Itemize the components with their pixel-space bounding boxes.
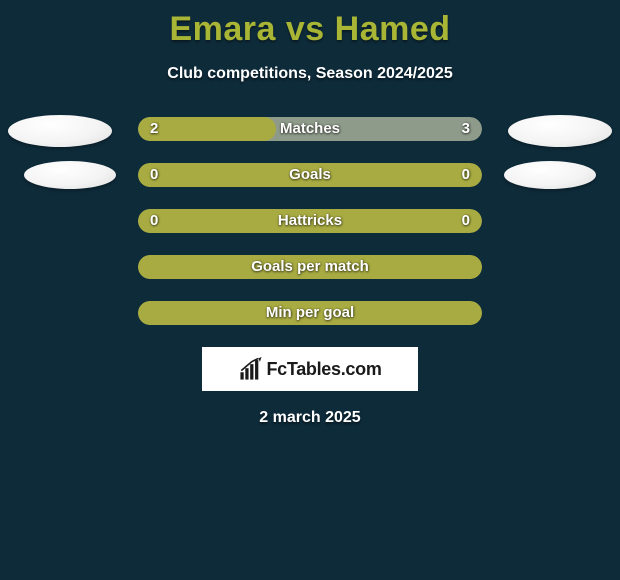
player-left-avatar (24, 161, 116, 189)
stat-bar-fill (138, 163, 310, 187)
fctables-logo: FcTables.com (202, 347, 418, 391)
stat-right-value: 3 (462, 117, 470, 141)
page-title: Emara vs Hamed (0, 0, 620, 49)
stat-rows: 2 Matches 3 0 Goals 0 0 Hattricks 0 Goal… (0, 117, 620, 325)
stat-right-value: 0 (462, 209, 470, 233)
stat-row-hattricks: 0 Hattricks 0 (0, 209, 620, 233)
stat-bar (138, 209, 482, 233)
stat-left-value: 0 (150, 163, 158, 187)
stat-row-goals-per-match: Goals per match (0, 255, 620, 279)
stat-left-value: 2 (150, 117, 158, 141)
stat-row-matches: 2 Matches 3 (0, 117, 620, 141)
stat-bar-fill (138, 209, 310, 233)
stat-left-value: 0 (150, 209, 158, 233)
stat-bar (138, 163, 482, 187)
stat-bar (138, 301, 482, 325)
stat-bar (138, 117, 482, 141)
stat-row-min-per-goal: Min per goal (0, 301, 620, 325)
stat-bar-fill (138, 255, 482, 279)
date-text: 2 march 2025 (0, 409, 620, 427)
page-subtitle: Club competitions, Season 2024/2025 (0, 65, 620, 83)
stat-bar-fill (138, 117, 276, 141)
player-right-avatar (508, 115, 612, 147)
stat-bar (138, 255, 482, 279)
player-right-avatar (504, 161, 596, 189)
stat-right-value: 0 (462, 163, 470, 187)
stat-bar-fill (138, 301, 482, 325)
player-left-avatar (8, 115, 112, 147)
logo-text: FcTables.com (266, 359, 381, 380)
stat-row-goals: 0 Goals 0 (0, 163, 620, 187)
bar-chart-icon (238, 356, 264, 382)
